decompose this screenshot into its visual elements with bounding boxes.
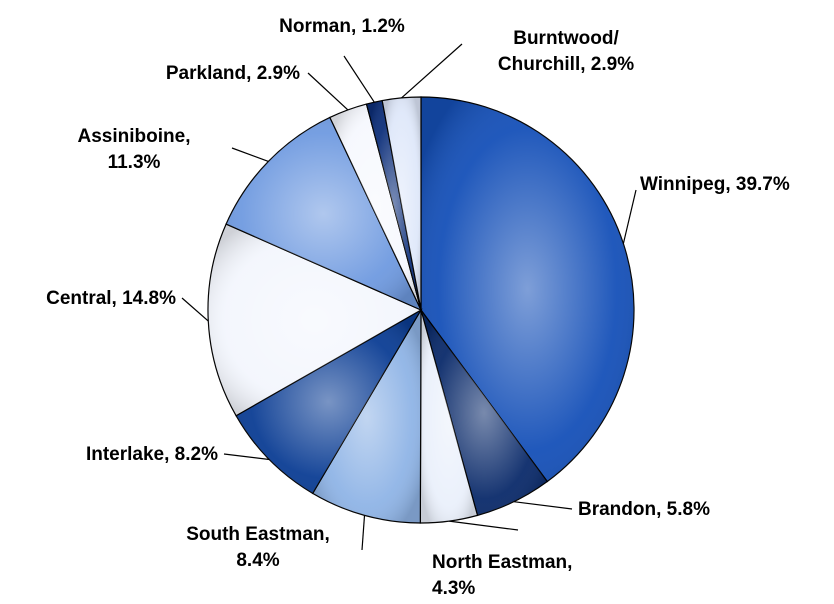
slice-label-line: Brandon, 5.8% [578, 499, 710, 520]
slice-label: Winnipeg, 39.7% [640, 174, 790, 195]
pie-slice-shade [366, 100, 421, 310]
pie-slice-shade [226, 117, 421, 310]
slice-label-line: Norman, 1.2% [279, 16, 405, 37]
slice-label: South Eastman, 8.4% [186, 524, 330, 571]
leader-line [343, 55, 375, 103]
pie-slice-shade [236, 310, 421, 494]
pie-slice-shade [312, 310, 421, 523]
slice-label-line: North Eastman, [432, 552, 572, 573]
pie-slice-shade [382, 96, 421, 310]
leader-line [181, 297, 209, 322]
slice-label: Parkland, 2.9% [166, 63, 300, 84]
slice-label: Burntwood/Churchill, 2.9% [498, 28, 634, 75]
leader-line [449, 520, 519, 531]
leader-line [307, 72, 349, 111]
leader-line [513, 501, 573, 510]
leader-line [622, 189, 637, 244]
pie-slice-shade [329, 104, 421, 310]
slice-label-line: South Eastman, [186, 524, 330, 545]
leader-line [223, 453, 270, 461]
slice-label: Assiniboine, 11.3% [78, 126, 191, 173]
slice-labels: Winnipeg, 39.7% Brandon, 5.8% North Eastma… [46, 16, 790, 599]
slice-label-line: Assiniboine, [78, 126, 191, 147]
pie-slices [207, 96, 635, 524]
slice-label-line: Central, 14.8% [46, 288, 176, 309]
slice-label-line: Churchill, 2.9% [498, 54, 634, 75]
slice-label: Norman, 1.2% [279, 16, 405, 37]
pie-slice-shade [421, 97, 635, 482]
slice-label-line: Winnipeg, 39.7% [640, 174, 790, 195]
leader-lines [181, 43, 637, 551]
leader-line [401, 43, 463, 99]
leader-line [361, 515, 366, 551]
slice-label-line: 8.4% [236, 550, 279, 571]
pie-slice-shade [421, 310, 548, 516]
slice-label-line: Interlake, 8.2% [86, 444, 218, 465]
slice-label-line: 4.3% [432, 578, 475, 599]
slice-label: Central, 14.8% [46, 288, 176, 309]
slice-label: Brandon, 5.8% [578, 499, 710, 520]
pie-slice-shade [208, 224, 421, 416]
slice-label: Interlake, 8.2% [86, 444, 218, 465]
slice-label: North Eastman, 4.3% [432, 552, 572, 599]
pie-slice-shade [420, 310, 478, 524]
slice-label-line: Burntwood/ [513, 28, 619, 49]
leader-line [231, 147, 269, 162]
slice-label-line: 11.3% [108, 152, 161, 173]
slice-label-line: Parkland, 2.9% [166, 63, 300, 84]
